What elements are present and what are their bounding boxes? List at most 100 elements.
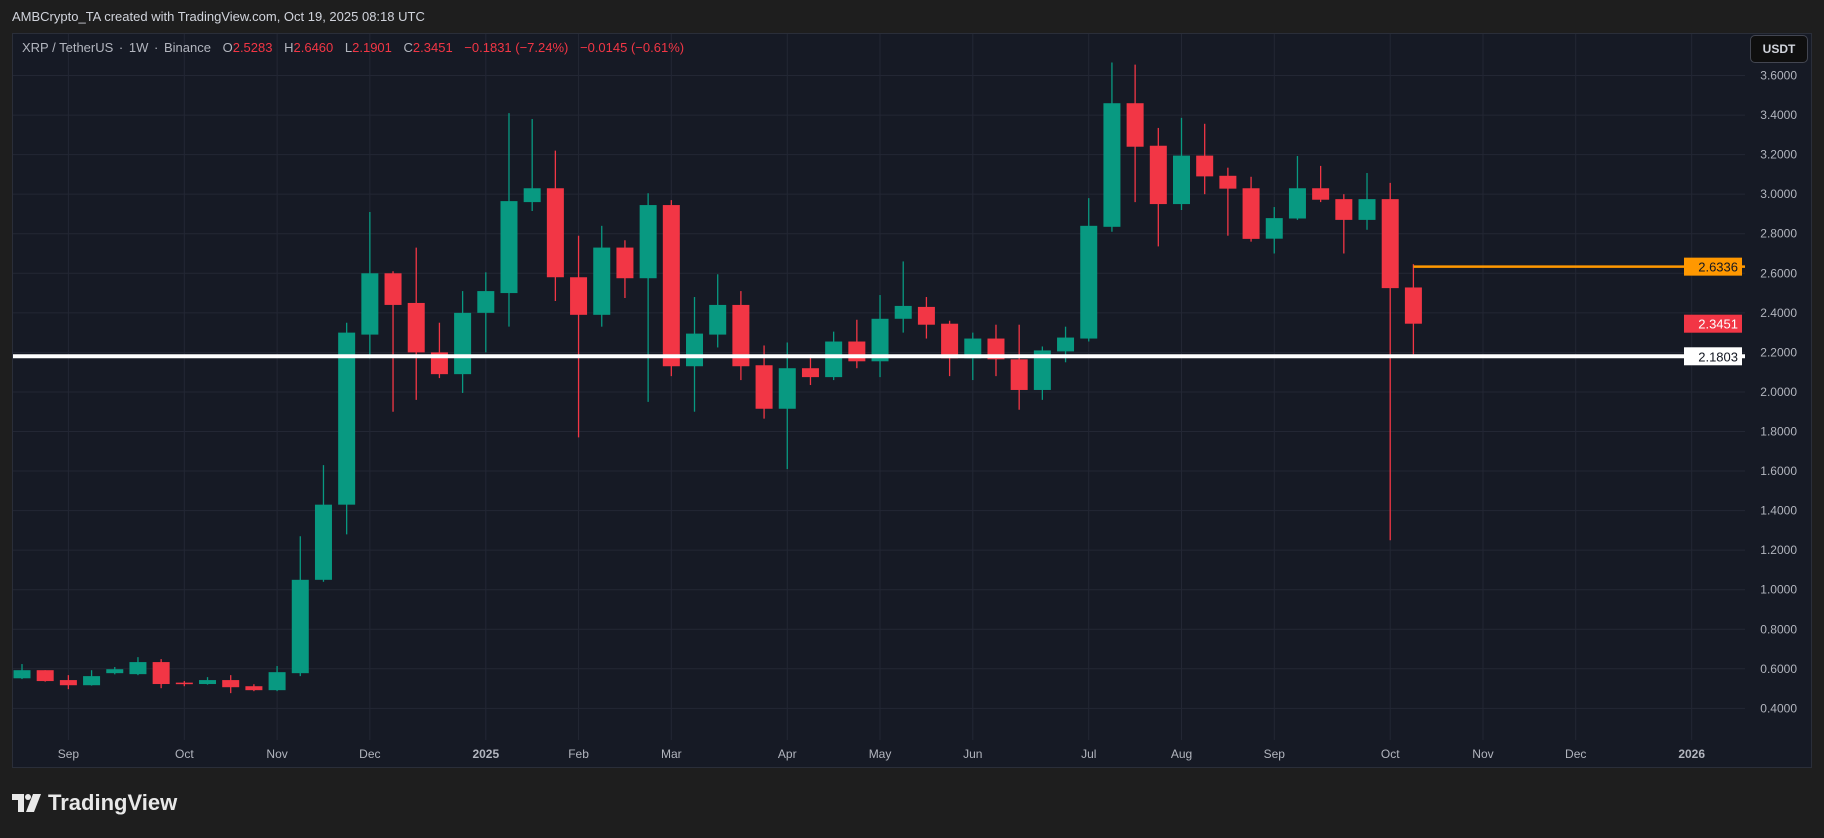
time-tick-label: May [869, 747, 892, 761]
candle-body [1010, 359, 1028, 390]
candle [1404, 264, 1422, 355]
candle-body [987, 338, 1005, 360]
candle [662, 200, 680, 377]
candle-body [1358, 199, 1376, 220]
candle [83, 670, 101, 686]
candle-body [477, 291, 495, 313]
time-tick-label: Dec [359, 747, 380, 761]
low-value: 2.1901 [352, 40, 392, 55]
candle-body [83, 676, 101, 686]
candle-body [570, 277, 588, 315]
candle [1080, 198, 1098, 342]
candle [291, 536, 309, 677]
candle [59, 675, 77, 690]
candle [384, 271, 402, 412]
interval: 1W [128, 40, 149, 55]
candle [1335, 194, 1353, 254]
candle-body [338, 332, 356, 505]
candle-body [755, 365, 773, 409]
candle [778, 342, 796, 470]
time-tick-label: Sep [1264, 747, 1286, 761]
candle [616, 240, 634, 299]
candle-body [825, 341, 843, 378]
exchange: Binance [163, 40, 211, 55]
time-tick-label: 2026 [1678, 747, 1705, 761]
candle-body [500, 201, 518, 294]
high-value: 2.6460 [293, 40, 334, 55]
price-level-label-box [1684, 257, 1742, 276]
price-tick-label: 3.0000 [1760, 187, 1797, 201]
candle [848, 319, 866, 369]
candle [1103, 62, 1121, 232]
candle [1242, 176, 1260, 242]
candle-body [1080, 225, 1098, 339]
price-tick-label: 1.6000 [1760, 464, 1797, 478]
open-label: O [222, 40, 233, 55]
candle-body [964, 338, 982, 359]
low-label: L [344, 40, 353, 55]
candle [245, 684, 263, 692]
currency-button[interactable]: USDT [1750, 35, 1808, 63]
time-tick-label: Aug [1171, 747, 1192, 761]
time-tick-label: Oct [175, 747, 194, 761]
candle-body [546, 188, 564, 278]
last-price-label: 2.3451 [1698, 317, 1738, 332]
price-tick-label: 3.6000 [1760, 69, 1797, 83]
candle-body [523, 188, 541, 203]
candle [894, 261, 912, 333]
candle [1149, 127, 1167, 247]
candle-body [291, 579, 309, 674]
candle [593, 225, 611, 327]
price-tick-label: 1.2000 [1760, 543, 1797, 557]
candle [709, 274, 727, 348]
candle [570, 235, 588, 438]
candle-body [871, 318, 889, 362]
candle-body [662, 205, 680, 367]
last-price-label-box [1684, 314, 1742, 333]
candle-body [245, 686, 263, 691]
symbol-legend: XRP / TetherUS · 1W · Binance O2.5283 H2… [22, 40, 684, 55]
candle-body [36, 670, 54, 682]
time-axis: Sep Oct Nov Dec 2025 Feb Mar Apr May Jun Jul Aug Sep… [58, 747, 1706, 761]
candle-body [686, 333, 704, 367]
close-label: C [403, 40, 413, 55]
candle-body [384, 273, 402, 305]
symbol-name[interactable]: XRP / TetherUS [22, 40, 114, 55]
tradingview-logo[interactable]: TradingView [12, 790, 177, 816]
candle [13, 664, 31, 680]
price-tick-label: 2.0000 [1760, 385, 1797, 399]
candles [13, 62, 1422, 694]
candle [639, 193, 657, 402]
candle-body [13, 670, 31, 679]
candle [1173, 117, 1190, 211]
chart-panel[interactable] [12, 33, 1812, 768]
candle [106, 667, 124, 675]
price-labels: 2.1803 2.6336 2.3451 [1684, 257, 1742, 366]
candle-body [732, 304, 750, 367]
candle [1010, 324, 1028, 410]
price-tick-label: 2.6000 [1760, 266, 1797, 280]
candle-body [106, 669, 124, 674]
candle [1219, 167, 1237, 236]
candle-body [848, 341, 866, 362]
candle [871, 295, 889, 378]
candle-body [801, 368, 819, 378]
grid-lines [13, 34, 1745, 740]
candle-body [268, 672, 286, 691]
candle [454, 291, 472, 393]
price-tick-label: 0.4000 [1760, 701, 1797, 715]
candle [199, 677, 217, 685]
candle-body [454, 312, 472, 375]
price-tick-label: 3.2000 [1760, 148, 1797, 162]
candle-body [361, 273, 379, 335]
candle [407, 247, 425, 400]
time-tick-label: Sep [58, 747, 80, 761]
candle-body [1033, 350, 1051, 390]
price-tick-label: 1.8000 [1760, 424, 1797, 438]
candle-body [1288, 188, 1306, 219]
candle [801, 354, 819, 386]
price-tick-label: 2.2000 [1760, 345, 1797, 359]
candle [129, 657, 147, 676]
time-tick-label: Nov [1472, 747, 1493, 761]
